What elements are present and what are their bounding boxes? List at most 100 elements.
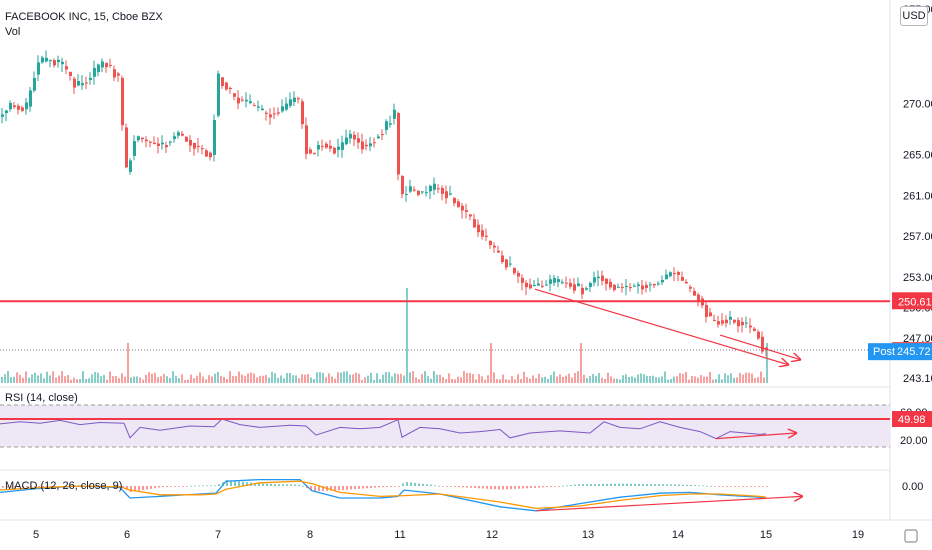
macd-histogram-bar bbox=[594, 483, 596, 486]
candle-body bbox=[269, 114, 272, 118]
macd-axis-tick: 0.00 bbox=[902, 481, 923, 493]
volume-bar bbox=[526, 377, 528, 383]
candle-body bbox=[201, 148, 204, 150]
candle-body bbox=[509, 263, 512, 265]
macd-histogram-bar bbox=[214, 485, 216, 487]
candle-body bbox=[93, 67, 96, 77]
candle-body bbox=[561, 282, 564, 284]
volume-bar bbox=[544, 376, 546, 383]
volume-bar bbox=[286, 373, 288, 383]
post-badge-label: Post bbox=[873, 346, 895, 358]
candle-body bbox=[545, 284, 548, 286]
candle-body bbox=[481, 230, 484, 237]
candle-body bbox=[289, 99, 292, 106]
macd-histogram-bar bbox=[378, 486, 380, 488]
macd-histogram-bar bbox=[258, 483, 260, 486]
candle-body bbox=[225, 82, 228, 90]
volume-bar bbox=[349, 374, 351, 383]
volume-bar bbox=[346, 371, 348, 383]
date-axis-tick: 19 bbox=[852, 529, 864, 541]
candle-body bbox=[245, 99, 248, 102]
macd-histogram-bar bbox=[386, 486, 388, 487]
price-axis-tick: 261.00 bbox=[903, 190, 932, 202]
candle-body bbox=[121, 77, 124, 126]
macd-histogram-bar bbox=[262, 483, 264, 486]
candle-body bbox=[653, 283, 656, 286]
macd-histogram-bar bbox=[670, 484, 672, 486]
candle-body bbox=[689, 286, 692, 289]
candle-body bbox=[669, 272, 672, 277]
rsi-band bbox=[0, 405, 890, 447]
volume-bar bbox=[334, 378, 336, 383]
macd-histogram-bar bbox=[754, 486, 756, 487]
macd-histogram-bar bbox=[586, 484, 588, 486]
macd-histogram-bar bbox=[566, 485, 568, 487]
volume-bar bbox=[481, 376, 483, 383]
macd-histogram-bar bbox=[678, 484, 680, 486]
volume-bar bbox=[685, 371, 687, 383]
macd-histogram-bar bbox=[238, 481, 240, 486]
volume-bar bbox=[367, 375, 369, 383]
volume-bar bbox=[721, 379, 723, 383]
volume-bar bbox=[646, 376, 648, 383]
volume-bar bbox=[16, 372, 18, 383]
volume-bar bbox=[508, 379, 510, 383]
volume-bar bbox=[283, 378, 285, 383]
candle-body bbox=[517, 272, 520, 277]
macd-histogram-bar bbox=[394, 486, 396, 487]
macd-histogram-bar bbox=[10, 486, 12, 488]
volume-bar bbox=[1, 376, 3, 383]
volume-bar bbox=[499, 379, 501, 383]
volume-bar bbox=[529, 378, 531, 383]
macd-histogram-bar bbox=[578, 484, 580, 486]
candle-body bbox=[309, 149, 312, 154]
candle-body bbox=[101, 61, 104, 68]
volume-bar bbox=[745, 372, 747, 383]
volume-bar bbox=[157, 377, 159, 383]
candle-body bbox=[609, 281, 612, 288]
macd-line bbox=[0, 478, 767, 512]
candle-body bbox=[461, 205, 464, 211]
candle-body bbox=[677, 272, 680, 275]
candle-body bbox=[661, 279, 664, 283]
volume-bar bbox=[298, 378, 300, 383]
macd-histogram-bar bbox=[210, 485, 212, 487]
macd-histogram-bar bbox=[482, 486, 484, 489]
volume-bar bbox=[457, 376, 459, 383]
macd-histogram-bar bbox=[494, 486, 496, 490]
rsi-axis-tick: 20.00 bbox=[900, 435, 928, 447]
macd-histogram-bar bbox=[738, 486, 740, 487]
candle-body bbox=[477, 224, 480, 233]
candle-body bbox=[641, 285, 644, 290]
macd-histogram-bar bbox=[126, 486, 128, 490]
candle-body bbox=[393, 109, 396, 119]
candle-body bbox=[421, 191, 424, 193]
volume-bar bbox=[214, 373, 216, 383]
macd-histogram-bar bbox=[154, 486, 156, 489]
volume-bar bbox=[631, 376, 633, 383]
volume-bar bbox=[394, 373, 396, 383]
volume-bar bbox=[754, 377, 756, 383]
macd-histogram-bar bbox=[438, 485, 440, 487]
candle-body bbox=[117, 73, 120, 76]
volume-bar bbox=[100, 376, 102, 383]
macd-histogram-bar bbox=[2, 486, 4, 488]
post-badge-bg bbox=[868, 343, 932, 361]
macd-histogram-bar bbox=[282, 484, 284, 486]
candle-body bbox=[541, 285, 544, 287]
volume-bar bbox=[64, 376, 66, 383]
macd-histogram-bar bbox=[286, 484, 288, 486]
volume-bar bbox=[583, 374, 585, 383]
macd-histogram-bar bbox=[574, 484, 576, 486]
volume-bar bbox=[316, 372, 318, 383]
candle-body bbox=[65, 66, 68, 70]
macd-histogram-bar bbox=[242, 481, 244, 486]
volume-bar bbox=[70, 379, 72, 383]
volume-bar bbox=[379, 379, 381, 383]
macd-histogram-bar bbox=[370, 486, 372, 488]
macd-histogram-bar bbox=[146, 486, 148, 490]
divergence-trendline bbox=[719, 334, 800, 359]
currency-button[interactable]: USD bbox=[900, 6, 928, 26]
volume-bar bbox=[643, 374, 645, 383]
